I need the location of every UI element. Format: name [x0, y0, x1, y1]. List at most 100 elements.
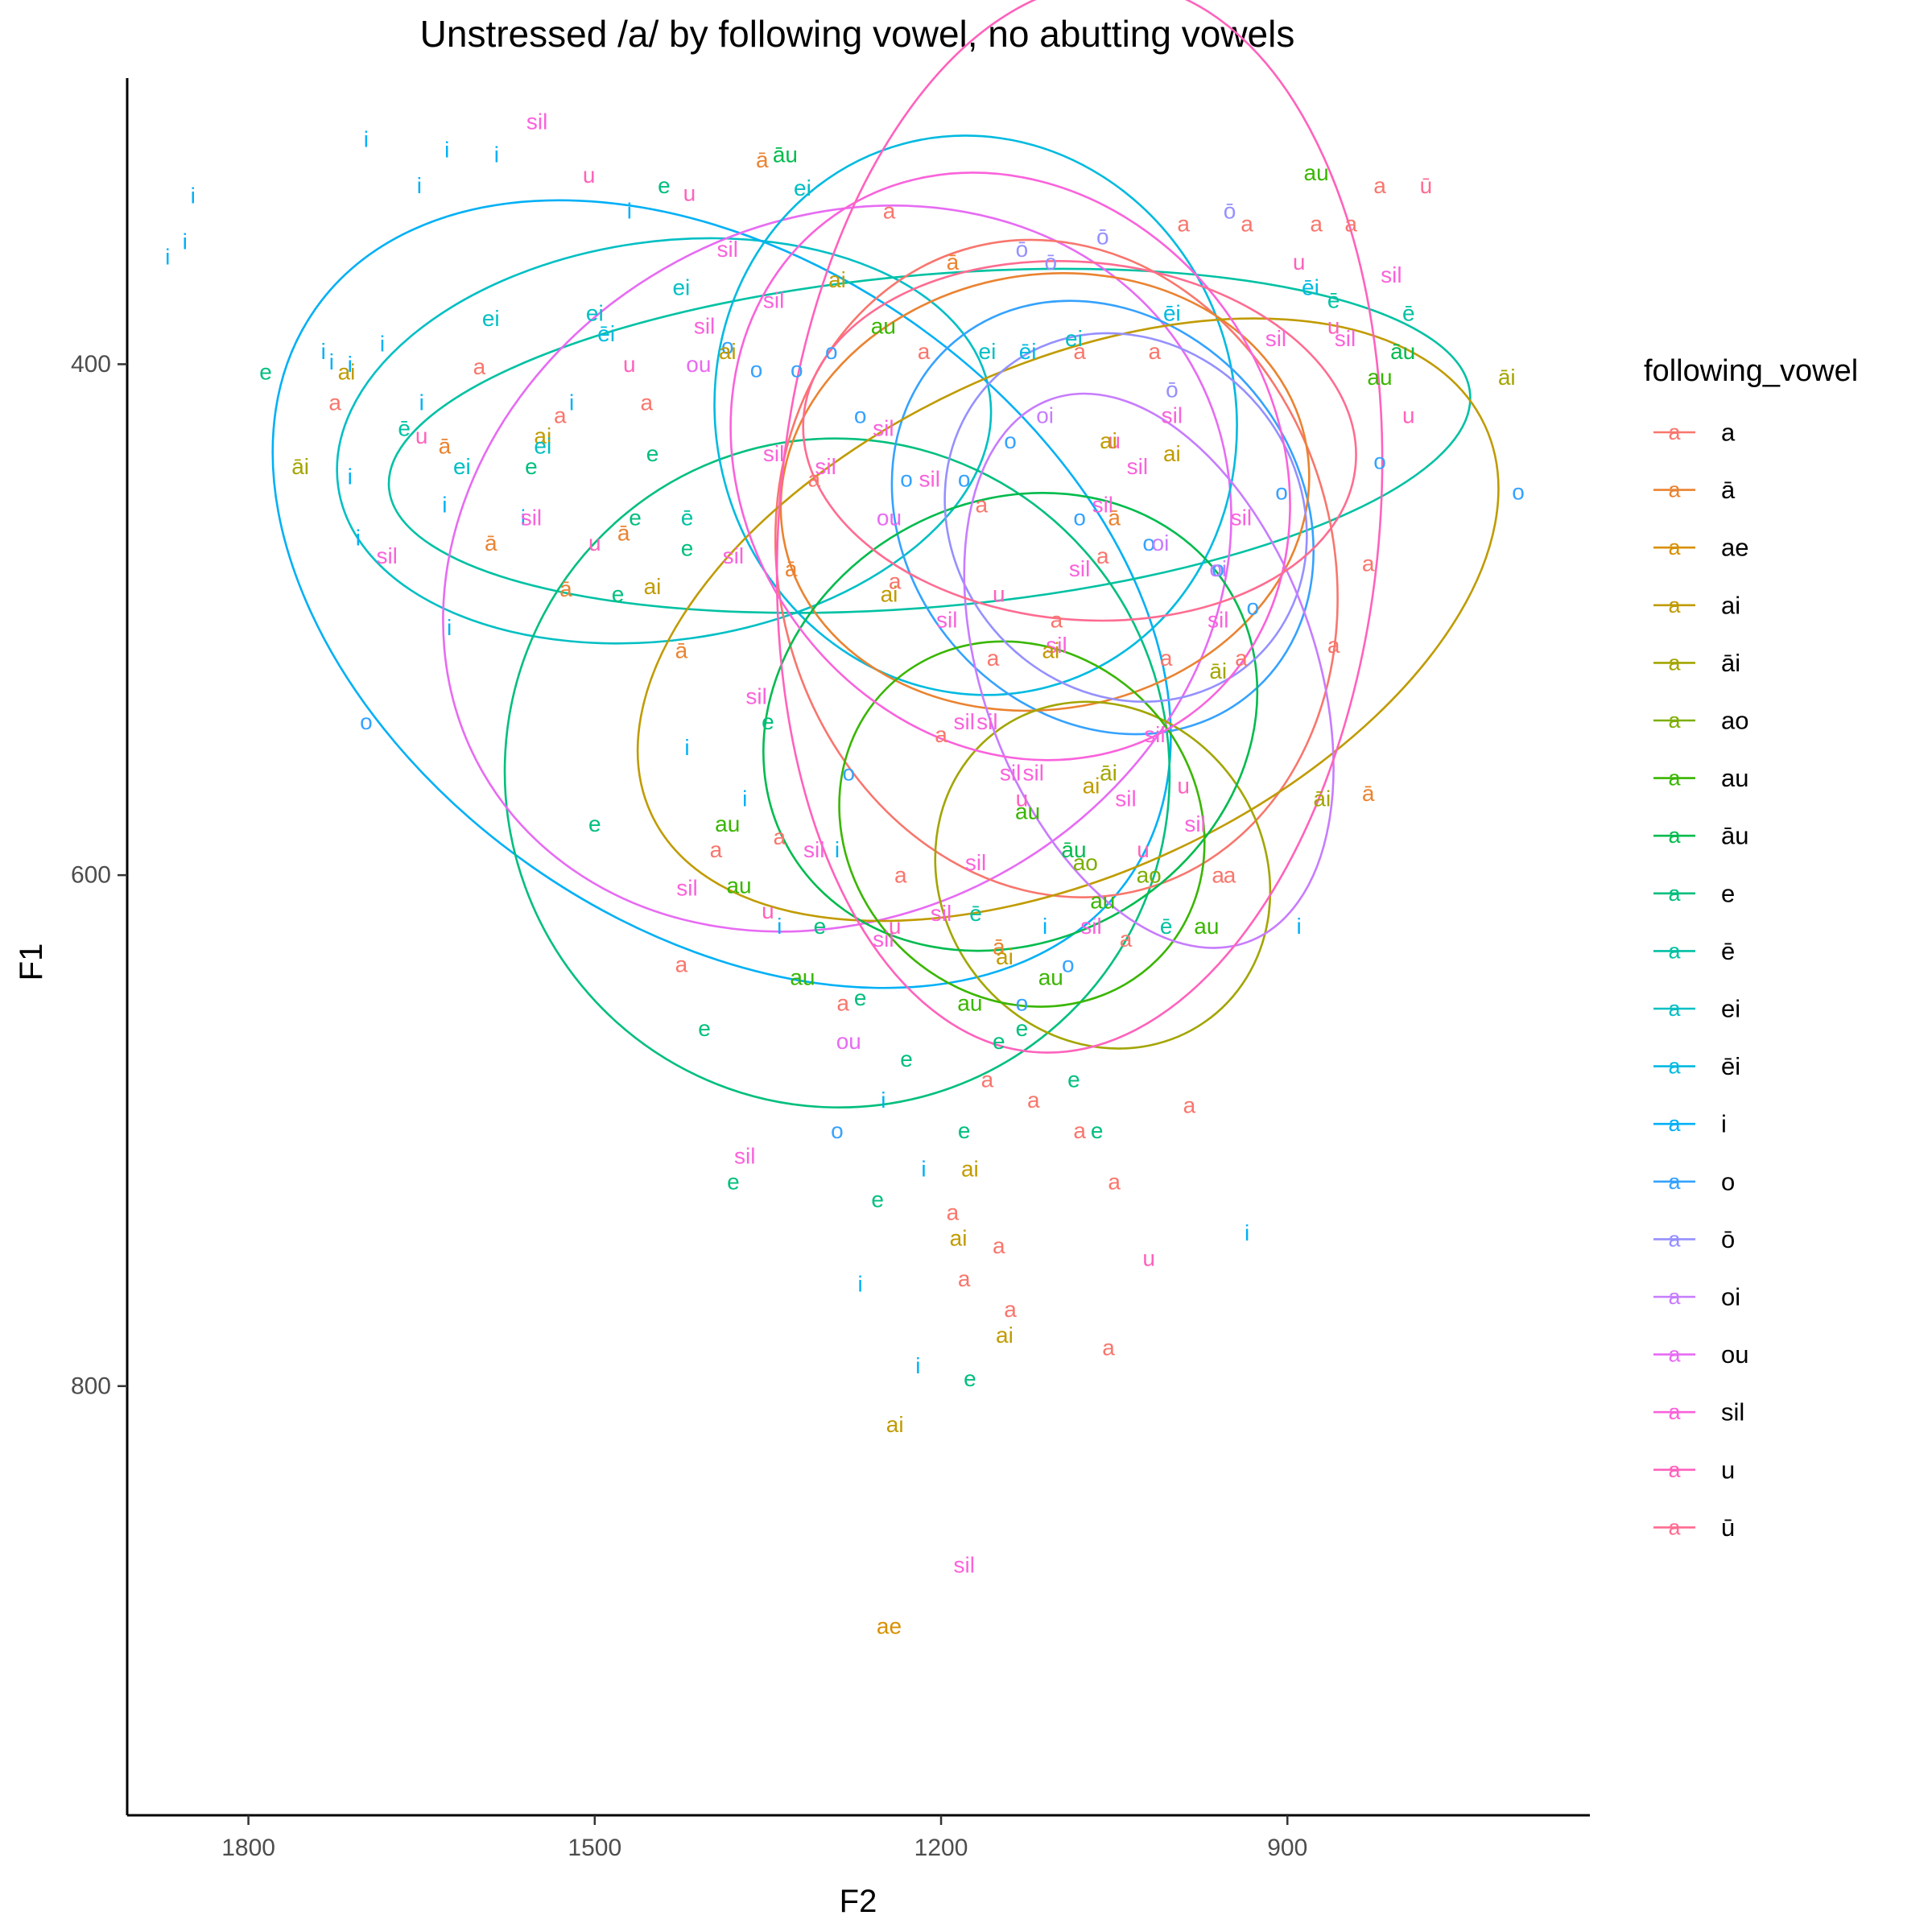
point-label-a: a [1160, 646, 1173, 671]
point-label-a: a [1004, 1297, 1017, 1322]
point-label-c481: ā [485, 530, 497, 555]
point-label-i: i [881, 1088, 886, 1113]
point-label-i: i [348, 464, 353, 489]
legend-label: ao [1721, 707, 1748, 735]
legend-label: a [1721, 419, 1736, 447]
point-label-i: i [191, 183, 196, 208]
point-label-sil: sil [1092, 492, 1113, 517]
point-label-au: au [1038, 965, 1063, 990]
point-label-au: au [1367, 365, 1392, 390]
point-label-a: a [1120, 927, 1133, 952]
point-label-c481: ā [993, 935, 1005, 960]
point-label-a: a [1073, 339, 1086, 364]
point-label-a: a [1149, 339, 1162, 364]
point-label-u: u [1327, 313, 1340, 338]
legend-key-glyph: a [1668, 1458, 1681, 1482]
point-label-sil: sil [376, 543, 397, 568]
point-label-i: i [183, 229, 188, 254]
point-label-c481i: āi [1498, 365, 1516, 390]
point-label-o: o [1004, 428, 1017, 453]
point-label-a: a [554, 402, 567, 427]
legend-item-au: a au [1653, 764, 1748, 792]
point-label-i: i [684, 735, 689, 760]
point-label-u: u [588, 530, 601, 555]
point-label-e: e [814, 914, 827, 939]
point-label-i: i [356, 526, 361, 551]
legend-item-c493i: a ēi [1653, 1052, 1740, 1080]
point-label-c493i: ēi [1163, 300, 1181, 325]
point-label-a: a [1327, 633, 1340, 658]
point-label-i: i [569, 390, 574, 415]
point-label-ai: ai [338, 359, 356, 384]
point-label-ei: ei [534, 433, 551, 458]
point-label-a: a [1373, 173, 1386, 198]
point-label-ai: ai [534, 423, 551, 448]
legend-key-glyph: a [1668, 1285, 1681, 1309]
point-label-c58d: ō [1224, 199, 1236, 224]
legend-label: ō [1721, 1225, 1735, 1253]
point-label-a: a [947, 1200, 960, 1225]
point-label-au: au [1090, 888, 1115, 913]
point-label-c493: ē [969, 901, 982, 926]
point-label-a: a [1102, 1335, 1115, 1360]
ellipse-layer [271, 0, 1500, 1108]
legend-key-glyph: a [1668, 1170, 1681, 1194]
point-label-ai: ai [961, 1157, 979, 1182]
point-label-sil: sil [734, 1144, 755, 1169]
ellipse-c58d [943, 332, 1308, 703]
point-label-o: o [1062, 952, 1075, 977]
point-label-sil: sil [953, 709, 974, 734]
point-label-a: a [1183, 1092, 1196, 1117]
legend-label: i [1721, 1110, 1727, 1138]
legend-label: ū [1721, 1513, 1735, 1542]
point-label-sil: sil [1000, 761, 1021, 786]
point-label-ei: ei [586, 300, 604, 325]
point-label-a: a [1235, 646, 1248, 671]
y-axis-title: F1 [14, 943, 49, 981]
point-label-o: o [750, 357, 763, 382]
y-tick-label: 800 [71, 1373, 111, 1399]
point-label-a: a [836, 990, 849, 1015]
point-label-sil: sil [676, 876, 697, 901]
point-label-ou: ou [836, 1029, 861, 1054]
point-label-c493i: ēi [597, 321, 615, 346]
point-label-i: i [329, 349, 334, 374]
ellipse-o [890, 299, 1315, 736]
point-label-i: i [777, 914, 782, 939]
point-label-au: au [1194, 914, 1219, 939]
point-label-ai: ai [719, 339, 737, 364]
legend-key-glyph: a [1668, 708, 1681, 733]
ellipse-ei [336, 237, 993, 645]
point-label-c481: ā [947, 250, 960, 275]
legend-item-c481i: a āi [1653, 649, 1740, 677]
point-label-c58d: ō [1096, 224, 1109, 249]
point-label-sil: sil [931, 901, 952, 926]
point-label-ai: ai [1163, 441, 1181, 466]
legend-label: ei [1721, 995, 1740, 1023]
point-label-o: o [831, 1118, 844, 1143]
ellipse-i [271, 199, 1172, 989]
point-label-a: a [1108, 1169, 1121, 1194]
point-label-c481i: āi [291, 454, 309, 479]
point-label-ao: ao [1073, 850, 1098, 875]
point-label-au: au [790, 965, 815, 990]
point-label-oi: oi [1209, 556, 1227, 581]
point-label-au: au [1304, 160, 1329, 185]
point-label-c5ab: ū [1420, 173, 1433, 198]
point-label-i: i [494, 142, 499, 167]
point-label-ei: ei [672, 275, 690, 300]
point-label-oi: oi [1152, 530, 1170, 555]
point-label-ai: ai [1042, 638, 1059, 663]
point-label-sil: sil [873, 415, 894, 440]
legend-key-glyph: a [1668, 1227, 1681, 1251]
point-label-sil: sil [1127, 454, 1148, 479]
legend-title: following_vowel [1644, 354, 1858, 388]
point-label-o: o [1373, 449, 1386, 474]
point-label-ei: ei [453, 454, 471, 479]
legend-label: ai [1721, 591, 1740, 619]
point-label-i: i [380, 332, 385, 357]
